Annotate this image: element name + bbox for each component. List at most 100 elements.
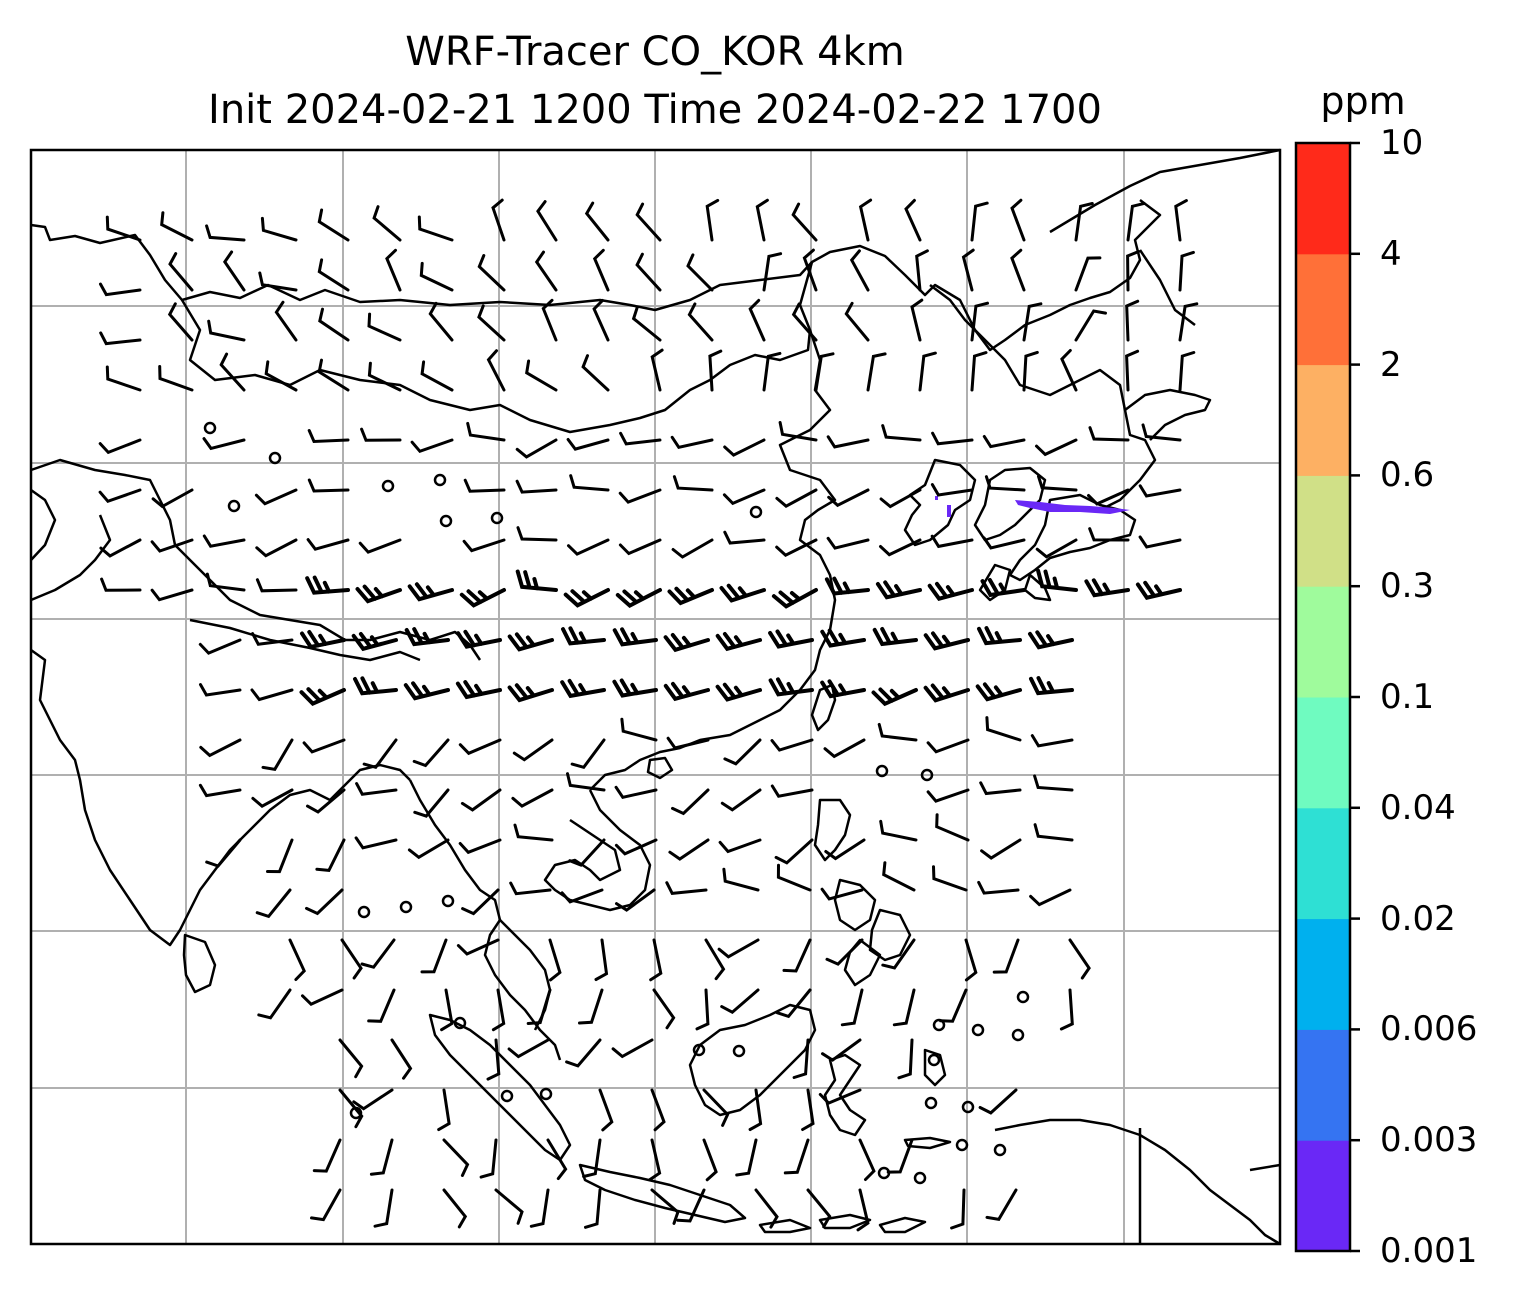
wind-barb bbox=[927, 581, 974, 601]
wind-barb bbox=[318, 307, 350, 342]
wind-barb bbox=[676, 1188, 706, 1223]
wind-barb bbox=[1029, 676, 1074, 696]
wind-barb bbox=[982, 435, 1026, 449]
wind-barb bbox=[768, 629, 814, 649]
wind-barb bbox=[205, 224, 246, 242]
wind-barb bbox=[367, 312, 402, 342]
wind-barb bbox=[541, 298, 558, 342]
wind-barb bbox=[362, 738, 398, 770]
wind-barb bbox=[561, 626, 606, 646]
colorbar-tick-label: 0.003 bbox=[1380, 1120, 1478, 1161]
wind-barb bbox=[301, 988, 344, 1006]
wind-barb bbox=[926, 738, 970, 754]
wind-barb bbox=[978, 1088, 1018, 1115]
calm-wind-marker bbox=[877, 1166, 891, 1180]
wind-barbs bbox=[98, 198, 1199, 1232]
calm-wind-marker bbox=[955, 1138, 969, 1152]
wind-barb bbox=[358, 538, 402, 554]
wind-barb bbox=[105, 365, 142, 392]
wind-barb bbox=[687, 302, 714, 342]
wind-barb bbox=[515, 569, 558, 592]
wind-barb bbox=[207, 319, 246, 342]
calm-wind-marker bbox=[268, 451, 282, 465]
wind-barb bbox=[494, 1188, 524, 1225]
wind-barb bbox=[820, 679, 866, 699]
wind-barb bbox=[904, 198, 922, 242]
wind-barb bbox=[1178, 351, 1196, 392]
wind-barb bbox=[720, 788, 762, 812]
wind-barb bbox=[856, 1188, 870, 1232]
wind-barb bbox=[592, 248, 610, 292]
wind-barb bbox=[1060, 349, 1078, 392]
wind-barb bbox=[970, 351, 988, 392]
wind-barb bbox=[982, 536, 1026, 550]
wind-barb bbox=[717, 938, 760, 959]
wind-barb bbox=[755, 198, 769, 242]
colorbar-segment bbox=[1296, 475, 1350, 587]
wind-barb bbox=[264, 360, 298, 392]
wind-barb bbox=[198, 783, 242, 798]
wind-barb bbox=[650, 1188, 680, 1225]
wind-barb bbox=[668, 838, 710, 861]
wind-barb bbox=[1141, 423, 1182, 442]
wind-barb bbox=[198, 638, 242, 655]
wind-barb bbox=[353, 676, 398, 696]
wind-barb bbox=[663, 681, 710, 702]
wind-barb bbox=[806, 1188, 832, 1229]
wind-barb bbox=[440, 988, 454, 1032]
wind-barb bbox=[403, 681, 450, 701]
wind-barb bbox=[255, 888, 292, 919]
colorbar-unit-label: ppm bbox=[1320, 79, 1406, 123]
wind-barb bbox=[205, 572, 246, 592]
wind-barb bbox=[719, 583, 766, 603]
wind-barb bbox=[980, 578, 1026, 598]
wind-barb bbox=[935, 813, 970, 842]
wind-barb bbox=[158, 365, 194, 392]
wind-barb bbox=[1126, 201, 1146, 242]
calm-wind-marker bbox=[961, 1100, 975, 1114]
wind-barb bbox=[722, 867, 760, 892]
wind-barb bbox=[546, 1138, 568, 1181]
wind-barb bbox=[671, 788, 710, 816]
wind-barb bbox=[460, 788, 502, 812]
wind-barb bbox=[354, 836, 398, 850]
map-title-line2: Init 2024-02-21 1200 Time 2024-02-22 170… bbox=[208, 87, 1102, 133]
wind-barb bbox=[923, 631, 970, 651]
wind-barb bbox=[715, 632, 762, 652]
wind-barb bbox=[507, 632, 554, 652]
colorbar-segment bbox=[1296, 697, 1350, 809]
wind-barb bbox=[1074, 256, 1102, 292]
wind-barb bbox=[939, 988, 968, 1023]
wind-barb bbox=[98, 488, 142, 504]
wind-barb bbox=[513, 823, 554, 842]
wind-barb bbox=[775, 538, 818, 558]
wind-barb bbox=[98, 438, 142, 455]
wind-barb bbox=[254, 488, 298, 506]
wind-barb bbox=[980, 838, 1022, 860]
wind-barb bbox=[950, 1188, 966, 1230]
wind-barb bbox=[715, 682, 762, 702]
wind-barb bbox=[1068, 938, 1091, 980]
wind-barb bbox=[458, 838, 502, 855]
wind-barb bbox=[199, 683, 242, 697]
wind-barb bbox=[1035, 538, 1078, 559]
colorbar-segment bbox=[1296, 143, 1350, 255]
wind-barb bbox=[1125, 299, 1140, 342]
wind-barb bbox=[827, 488, 870, 508]
wind-barb bbox=[566, 772, 606, 792]
wind-barb bbox=[251, 632, 294, 646]
wind-barb bbox=[975, 682, 1022, 702]
wind-barb bbox=[567, 538, 610, 556]
wind-barb bbox=[915, 249, 929, 292]
wind-barb bbox=[266, 838, 294, 874]
wind-barb bbox=[844, 301, 870, 342]
calm-wind-marker bbox=[433, 473, 447, 487]
wind-barb bbox=[255, 578, 298, 593]
wind-barb bbox=[360, 427, 402, 442]
wind-barb bbox=[702, 1088, 730, 1127]
wind-barb bbox=[702, 1138, 718, 1182]
colorbar-tick-label: 10 bbox=[1380, 123, 1424, 163]
wind-barb bbox=[367, 988, 396, 1023]
wind-barb bbox=[351, 632, 398, 652]
colorbar-segment bbox=[1296, 364, 1350, 476]
